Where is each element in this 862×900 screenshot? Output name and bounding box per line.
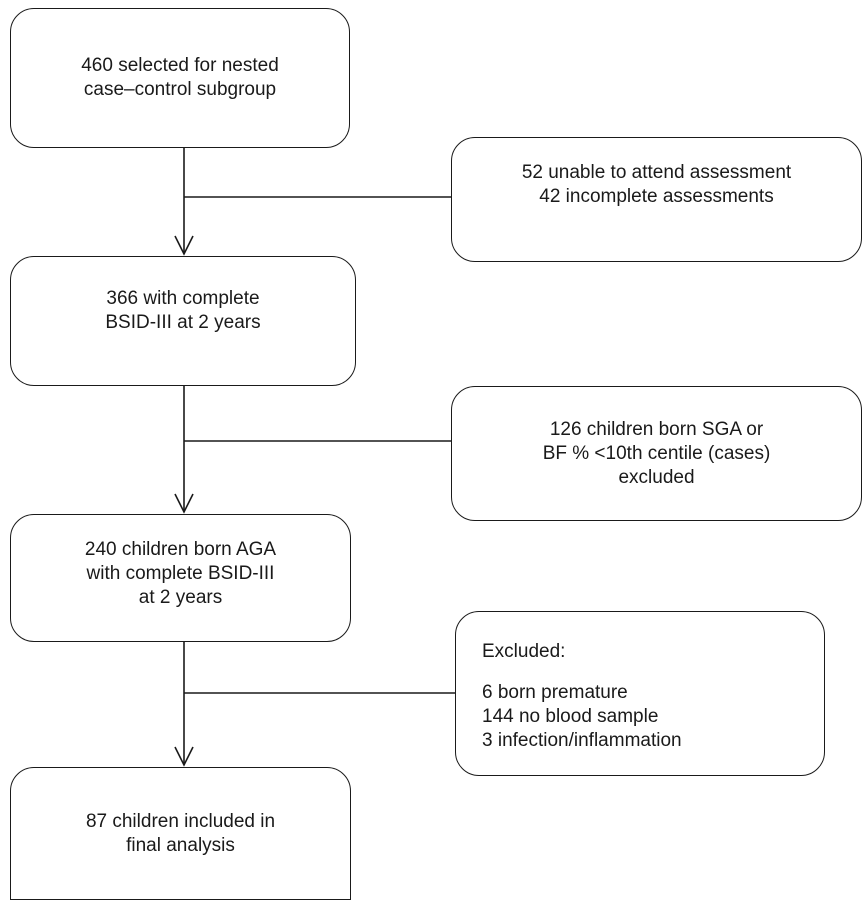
- box-text-line: excluded: [618, 466, 695, 488]
- arrowhead-1: [174, 235, 194, 256]
- arrowhead-3: [174, 746, 194, 767]
- box-selected-subgroup: 460 selected for nested case–control sub…: [10, 8, 350, 148]
- box-text-line: 3 infection/inflammation: [482, 730, 682, 751]
- box-text-line: 240 children born AGA: [84, 539, 277, 560]
- box-text-line: final analysis: [126, 834, 235, 856]
- box-text-line: 126 children born SGA or: [549, 418, 764, 440]
- box-text-line: 42 incomplete assessments: [539, 185, 774, 207]
- box-text-line: 144 no blood sample: [482, 706, 659, 727]
- box-final-analysis: 87 children included in final analysis: [10, 767, 351, 900]
- exclusion-heading: Excluded:: [482, 641, 566, 662]
- box-text-line: 52 unable to attend assessment: [521, 161, 792, 183]
- box-complete-bsid: 366 with complete BSID-III at 2 years: [10, 256, 356, 386]
- box-text-line: 87 children included in: [85, 810, 276, 832]
- box-text-line: 460 selected for nested: [81, 55, 279, 76]
- box-aga-children: 240 children born AGA with complete BSID…: [10, 514, 351, 642]
- box-text-line: 366 with complete: [106, 288, 260, 309]
- box-text-line: 6 born premature: [482, 682, 628, 703]
- box-text-line: BF % <10th centile (cases): [542, 442, 771, 464]
- box-exclusion-assessment: 52 unable to attend assessment 42 incomp…: [451, 137, 862, 262]
- arrowhead-2: [174, 493, 194, 514]
- box-text-line: BSID-III at 2 years: [105, 312, 261, 333]
- box-text-line: case–control subgroup: [83, 79, 277, 100]
- box-text-line: at 2 years: [138, 587, 223, 608]
- box-text-line: with complete BSID-III: [86, 563, 275, 584]
- box-exclusion-final: Excluded: 6 born premature 144 no blood …: [455, 611, 825, 776]
- box-exclusion-cases: 126 children born SGA or BF % <10th cent…: [451, 386, 862, 521]
